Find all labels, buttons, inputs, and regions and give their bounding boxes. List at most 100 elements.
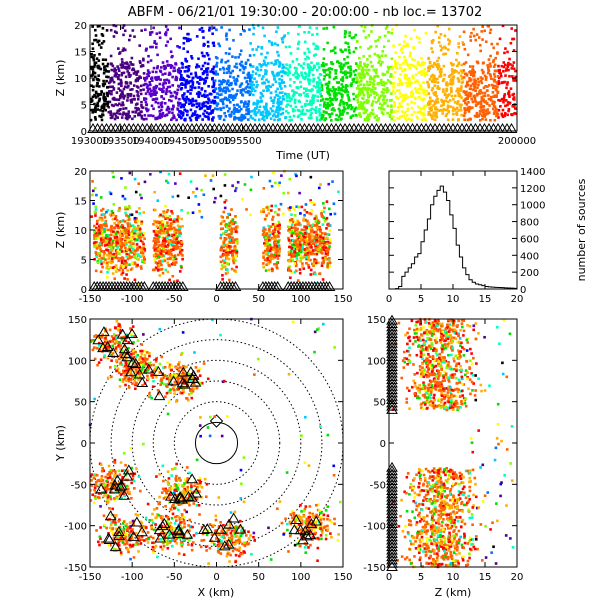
x-z-source-dot: [138, 233, 142, 236]
time-height-source-dot: [121, 26, 125, 30]
time-height-source-dot: [327, 104, 331, 108]
time-height-source-dot: [102, 84, 105, 88]
x-z-source-dot: [227, 245, 231, 248]
time-height-source-dot: [245, 102, 249, 106]
time-height-source-dot: [361, 104, 365, 108]
time-height-source-dot: [116, 65, 119, 68]
time-height-source-dot: [246, 91, 250, 94]
time-height-source-dot: [143, 114, 147, 117]
x-z-source-dot: [289, 257, 293, 261]
x-z-source-dot: [302, 254, 306, 258]
time-height-source-dot: [311, 101, 315, 105]
time-height-source-dot: [265, 69, 268, 73]
time-height-source-dot: [102, 79, 105, 83]
x-z-source-dot: [235, 265, 238, 269]
time-height-source-dot: [238, 68, 242, 72]
time-height-source-dot: [459, 87, 463, 90]
time-height-source-dot: [437, 56, 441, 60]
x-z-source-dot: [326, 263, 329, 267]
time-height-source-dot: [393, 100, 396, 104]
time-height-source-dot: [142, 58, 145, 62]
time-height-source-dot: [506, 63, 510, 67]
time-height-source-dot: [390, 92, 393, 95]
x-z-source-dot: [120, 220, 123, 223]
x-z-source-dot: [277, 240, 280, 243]
time-height-source-dot: [359, 115, 363, 118]
time-height-source-dot: [367, 47, 370, 51]
time-height-source-dot: [455, 113, 459, 116]
time-height-source-dot: [504, 74, 507, 77]
time-height-source-dot: [328, 113, 332, 116]
x-z-source-dot: [178, 229, 181, 232]
time-height-source-dot: [189, 92, 192, 95]
time-height-source-dot: [373, 75, 377, 78]
x-z-source-dot: [120, 261, 124, 265]
time-height-source-dot: [346, 84, 349, 88]
time-height-source-dot: [291, 107, 295, 111]
time-height-source-dot: [317, 76, 320, 79]
time-height-source-dot: [288, 64, 291, 67]
x-z-source-dot: [226, 243, 229, 247]
time-height-source-dot: [393, 91, 397, 95]
time-height-source-dot: [259, 113, 263, 116]
x-z-source-dot: [143, 249, 147, 253]
time-height-source-dot: [513, 111, 516, 115]
x-z-source-dot: [226, 245, 229, 249]
time-height-source-dot: [448, 99, 452, 102]
time-height-source-dot: [141, 106, 145, 109]
x-z-source-dot: [180, 217, 183, 221]
x-z-source-dot: [169, 224, 173, 228]
time-height-source-dot: [495, 113, 499, 117]
x-z-source-dot: [100, 217, 104, 220]
time-height-source-dot: [456, 102, 459, 105]
time-height-source-dot: [109, 110, 112, 113]
time-height-source-dot: [163, 102, 167, 105]
time-height-source-dot: [150, 76, 154, 80]
time-height-source-dot: [473, 79, 476, 83]
time-height-source-dot: [377, 117, 381, 120]
time-height-source-dot: [126, 99, 129, 102]
x-z-source-dot: [156, 231, 159, 235]
x-z-source-dot: [265, 206, 269, 209]
time-height-source-dot: [478, 112, 482, 116]
time-height-source-dot: [382, 45, 386, 49]
time-height-source-dot: [255, 67, 258, 70]
x-z-source-dot: [231, 253, 234, 256]
x-z-source-dot: [211, 174, 215, 177]
x-z-source-dot: [133, 250, 137, 253]
time-height-source-dot: [131, 63, 135, 66]
time-height-source-dot: [407, 77, 411, 80]
time-height-source-dot: [182, 97, 186, 101]
time-height-source-dot: [470, 31, 473, 35]
time-height-source-dot: [395, 61, 399, 65]
y-tick-label: 10: [74, 74, 87, 85]
time-height-source-dot: [502, 100, 505, 104]
time-height-source-dot: [402, 44, 406, 48]
time-height-source-dot: [509, 41, 513, 45]
time-height-source-dot: [370, 77, 374, 81]
time-height-source-dot: [121, 113, 124, 116]
time-height-source-dot: [225, 104, 229, 108]
time-height-source-dot: [508, 74, 511, 78]
time-height-source-dot: [441, 90, 445, 93]
time-height-source-dot: [177, 84, 180, 88]
x-z-source-dot: [262, 226, 266, 230]
time-height-source-dot: [215, 65, 219, 68]
x-z-source-dot: [173, 218, 176, 221]
time-height-source-dot: [231, 98, 235, 102]
time-height-source-dot: [212, 85, 216, 88]
x-z-source-dot: [131, 267, 134, 270]
x-z-source-dot: [92, 202, 95, 205]
time-height-source-dot: [138, 60, 142, 63]
x-z-source-dot: [154, 257, 158, 260]
time-height-source-dot: [114, 24, 118, 28]
x-z-source-dot: [114, 267, 117, 271]
x-z-source-dot: [166, 229, 169, 233]
time-height-source-dot: [350, 106, 354, 109]
x-z-source-dot: [118, 220, 122, 224]
x-z-source-dot: [297, 234, 300, 238]
time-height-source-dot: [248, 86, 251, 89]
time-height-source-dot: [231, 95, 235, 99]
time-height-source-dot: [330, 60, 333, 64]
x-z-source-dot: [332, 202, 336, 206]
